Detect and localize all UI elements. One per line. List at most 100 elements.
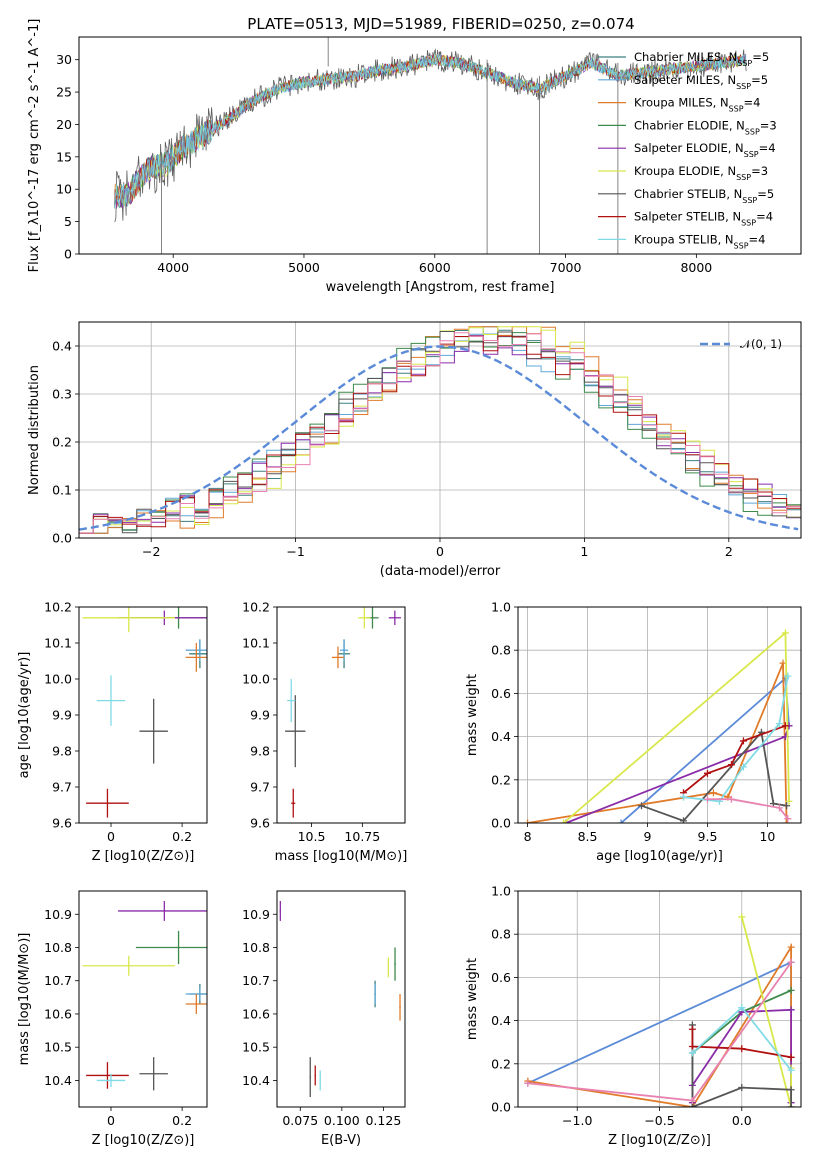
residuals-xtick-label: −2 — [142, 544, 160, 559]
spectrum-xtick-label: 5000 — [288, 260, 320, 275]
weight-vs-age-marker — [784, 815, 792, 823]
weight-vs-age-xtick-label: 10 — [759, 829, 775, 844]
legend-label: Chabrier STELIB, NSSP=5 — [634, 187, 774, 205]
age-vs-z-plot-area — [79, 607, 207, 823]
age-vs-mass-point — [371, 617, 374, 619]
mass-vs-ebv-point — [279, 910, 282, 912]
legend-subscript: SSP — [737, 59, 752, 68]
weight-vs-age-marker — [703, 795, 711, 803]
mass-vs-ebv-marks — [279, 900, 401, 1098]
weight-vs-age-xtick-label: 9.5 — [698, 829, 718, 844]
axes-frame — [78, 321, 802, 539]
weight-vs-age-ylabel: mass weight — [465, 674, 480, 756]
residuals-ticks: −2 −1 0 1 2 0.0 0.1 0.2 0.3 0.4 — [52, 339, 733, 560]
weight-vs-z-marker — [688, 1103, 696, 1107]
weight-vs-z-marker — [787, 1066, 795, 1074]
mass-vs-z-ylabel: mass [log10(M/M⊙)] — [17, 933, 32, 1066]
mass-vs-ebv-panel: 0.075 0.100 0.125 10.4 10.5 10.6 10.7 10.8 10.9 E… — [242, 890, 406, 1148]
legend-nssp: =4 — [744, 96, 761, 110]
mass-vs-ebv-plot-area — [277, 891, 405, 1107]
age-vs-z-ylabel: age [log10(age/yr)] — [17, 652, 32, 779]
legend-subscript: SSP — [745, 127, 760, 136]
residuals-ytick-label: 0.1 — [52, 483, 72, 498]
mass-vs-ebv-point — [314, 1074, 317, 1077]
mass-vs-z-ytick-label: 10.8 — [44, 940, 72, 955]
age-vs-mass-marks — [285, 607, 401, 818]
age-vs-mass-point — [394, 617, 396, 619]
mass-vs-ebv-ticks: 0.075 0.100 0.125 10.4 10.5 10.6 10.7 10.8 10.9 — [242, 907, 401, 1128]
age-vs-mass-ytick-label: 9.8 — [250, 744, 270, 759]
weight-vs-z-marker — [787, 1006, 795, 1014]
residuals-xtick-label: 1 — [580, 544, 588, 559]
weight-vs-z-ytick-label: 0.8 — [491, 927, 511, 942]
legend-nssp: =3 — [760, 118, 777, 132]
legend-label: Salpeter ELODIE, NSSP=4 — [634, 141, 776, 159]
residuals-legend: 𝒩(0, 1) — [700, 337, 782, 351]
legend-label: Chabrier MILES, NSSP=5 — [634, 50, 769, 68]
age-vs-mass-point — [294, 730, 297, 732]
mass-vs-ebv-xlabel: E(B-V) — [321, 1133, 361, 1148]
spectrum-ytick-label: 10 — [56, 182, 72, 197]
weight-vs-z-marker — [738, 1084, 746, 1092]
weight-vs-age-marker — [560, 819, 568, 823]
weight-vs-age-marker — [783, 819, 791, 823]
weight-vs-z-marker — [688, 1097, 696, 1105]
age-vs-z-ytick-label: 9.8 — [52, 744, 72, 759]
mass-vs-ebv-point — [394, 963, 396, 965]
age-vs-mass-point — [292, 802, 295, 804]
weight-vs-age-xtick-label: 8.5 — [578, 829, 598, 844]
mass-vs-ebv-point — [374, 993, 376, 995]
age-vs-mass-ytick-label: 9.6 — [250, 816, 270, 831]
weight-vs-z-xtick-label: −0.5 — [644, 1113, 674, 1128]
age-vs-z-ytick-label: 10.2 — [44, 600, 72, 615]
weight-vs-age-ytick-label: 0.4 — [491, 729, 511, 744]
spectrum-ytick-label: 5 — [64, 214, 72, 229]
spectrum-ytick-label: 30 — [56, 52, 72, 67]
mass-vs-ebv-point — [387, 966, 390, 969]
mass-vs-ebv-point — [399, 1006, 401, 1009]
spectrum-line-kroupa-stelib — [114, 54, 747, 209]
legend-nssp: =4 — [756, 210, 773, 224]
weight-vs-z-marker — [688, 1049, 696, 1057]
spectrum-panel: 4000 5000 6000 7000 8000 0 5 10 15 20 25 30 waveleng… — [27, 19, 802, 295]
weight-vs-age-ytick-label: 0.6 — [491, 686, 511, 701]
mass-vs-ebv-xtick-label: 0.100 — [324, 1113, 360, 1128]
spectrum-xtick-label: 6000 — [419, 260, 451, 275]
weight-vs-age-marker — [781, 629, 789, 637]
legend-nssp: =5 — [752, 50, 769, 64]
weight-vs-age-ticks: 8 8.5 9 9.5 10 0.0 0.2 0.4 0.6 0.8 1.0 — [491, 600, 775, 845]
residuals-ylabel: Normed distribution — [27, 365, 42, 495]
spectrum-marks — [114, 37, 747, 254]
weight-vs-age-marker — [781, 722, 789, 730]
weight-vs-z-marker — [787, 943, 795, 951]
weight-vs-age-marker — [703, 769, 711, 777]
weight-vs-age-marker — [617, 819, 625, 823]
spectrum-ytick-label: 0 — [64, 247, 72, 262]
age-vs-z-panel: 0 0.2 9.6 9.7 9.8 9.9 10.0 10.1 10.2 Z [log10(Z/Z… — [17, 600, 208, 864]
mass-vs-ebv-ytick-label: 10.4 — [242, 1073, 270, 1088]
age-vs-z-point — [127, 617, 130, 619]
legend-label: 𝒩(0, 1) — [740, 337, 782, 351]
residuals-ytick-label: 0.4 — [52, 339, 72, 354]
weight-vs-z-ytick-label: 0.6 — [491, 970, 511, 985]
mass-vs-z-point — [195, 1003, 198, 1005]
spectrum-ytick-label: 15 — [56, 149, 72, 164]
mass-vs-z-ytick-label: 10.6 — [44, 1006, 72, 1021]
weight-vs-z-marker — [787, 1086, 795, 1094]
legend-label: Salpeter MILES, NSSP=5 — [634, 73, 768, 91]
mass-vs-z-ytick-label: 10.4 — [44, 1073, 72, 1088]
axes-frame — [78, 890, 208, 1108]
axes-frame — [517, 606, 802, 824]
age-vs-mass-ytick-label: 10.0 — [242, 672, 270, 687]
mass-vs-ebv-point — [309, 1076, 312, 1078]
weight-vs-z-marker — [688, 1025, 696, 1033]
age-vs-mass-plot-area — [277, 607, 405, 823]
mass-vs-ebv-xtick-label: 0.125 — [365, 1113, 401, 1128]
age-vs-z-ytick-label: 9.6 — [52, 816, 72, 831]
age-vs-mass-ytick-label: 10.2 — [242, 600, 270, 615]
axes-frame — [517, 890, 802, 1108]
residuals-xtick-label: 2 — [725, 544, 733, 559]
weight-vs-age-marker — [769, 800, 777, 808]
residuals-panel: −2 −1 0 1 2 0.0 0.1 0.2 0.3 0.4 (data-model)/error… — [27, 321, 802, 579]
weight-vs-age-series-line — [707, 798, 789, 820]
